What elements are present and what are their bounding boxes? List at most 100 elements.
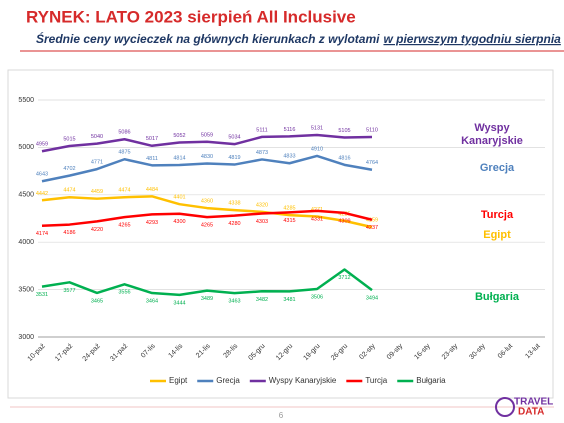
data-label: 4237 xyxy=(366,225,378,231)
y-tick-label: 4000 xyxy=(18,239,34,246)
series-annotation: Egipt xyxy=(483,229,511,241)
x-tick-label: 13-lut xyxy=(524,343,541,360)
data-label: 4816 xyxy=(338,155,350,161)
data-label: 5015 xyxy=(63,136,75,142)
series-annotation: Wyspy Kanaryjskie xyxy=(461,122,523,147)
data-label: 3463 xyxy=(228,299,240,305)
x-tick-label: 05-gru xyxy=(247,343,266,362)
data-label: 4910 xyxy=(311,146,323,152)
x-tick-label: 12-gru xyxy=(275,343,294,362)
x-tick-label: 21-lis xyxy=(195,342,212,359)
subtitle-part: w pierwszym tygodniu sierpnia xyxy=(383,32,561,46)
data-label: 3482 xyxy=(256,297,268,303)
data-label: 4331 xyxy=(311,216,323,222)
data-label: 4959 xyxy=(36,142,48,148)
data-label: 4315 xyxy=(283,218,295,224)
series-annotation: Grecja xyxy=(479,162,515,174)
data-label: 4764 xyxy=(366,160,378,166)
logo-icon xyxy=(495,397,515,417)
data-label: 3577 xyxy=(63,288,75,294)
data-label: 4442 xyxy=(36,191,48,197)
legend: Egipt Grecja Wyspy Kanaryjskie Turcja Bułgar… xyxy=(150,376,446,385)
data-label: 3489 xyxy=(201,296,213,302)
data-label: 4875 xyxy=(118,150,130,156)
data-label: 5059 xyxy=(201,132,213,138)
series-annotation: Turcja xyxy=(480,209,514,221)
data-label: 4643 xyxy=(36,172,48,178)
x-tick-label: 09-sty xyxy=(386,342,405,361)
data-label: 4280 xyxy=(228,221,240,227)
data-label: 4814 xyxy=(173,155,185,161)
data-label: 4265 xyxy=(201,223,213,229)
x-tick-label: 28-lis xyxy=(222,342,239,359)
y-tick-label: 5000 xyxy=(18,144,34,151)
subtitle: Średnie ceny wycieczek na głównych kieru… xyxy=(36,31,561,46)
x-tick-label: 17-paź xyxy=(54,342,74,362)
data-label: 4833 xyxy=(283,154,295,160)
subtitle-part: Średnie ceny wycieczek na głównych kieru… xyxy=(36,31,380,46)
series-line xyxy=(41,195,373,229)
data-label: 4360 xyxy=(201,199,213,205)
x-tick-label: 02-sty xyxy=(358,342,377,361)
data-label: 4474 xyxy=(63,188,75,194)
data-label: 4320 xyxy=(256,202,268,208)
chart-title: RYNEK: LATO 2023 sierpień All Inclusive xyxy=(26,7,356,26)
data-label: 4819 xyxy=(228,155,240,161)
data-label: 4484 xyxy=(146,187,158,193)
data-label: 3494 xyxy=(366,296,378,302)
logo-text: DATA xyxy=(518,407,544,418)
y-tick-label: 4500 xyxy=(18,192,34,199)
data-label: 4220 xyxy=(91,227,103,233)
data-label: 3556 xyxy=(118,290,130,296)
data-label: 4225 xyxy=(338,211,350,217)
x-tick-label: 24-paź xyxy=(82,342,102,362)
y-tick-label: 5500 xyxy=(18,97,34,104)
x-tick-label: 06-lut xyxy=(497,343,514,360)
data-label: 4186 xyxy=(63,230,75,236)
data-label: 5017 xyxy=(146,136,158,142)
x-tick-label: 16-sty xyxy=(413,342,432,361)
series-line xyxy=(41,268,373,297)
data-label: 4830 xyxy=(201,154,213,160)
data-label: 4265 xyxy=(118,223,130,229)
data-label: 4771 xyxy=(91,160,103,166)
legend-label: Grecja xyxy=(216,376,240,385)
data-label: 4873 xyxy=(256,150,268,156)
data-label: 3464 xyxy=(146,298,158,304)
chart-frame xyxy=(7,69,554,399)
legend-label: Wyspy Kanaryjskie xyxy=(269,376,337,385)
legend-label: Turcja xyxy=(365,376,387,385)
x-tick-label: 31-paź xyxy=(109,342,129,362)
data-label: 5110 xyxy=(366,127,378,133)
data-label: 5111 xyxy=(256,127,267,133)
legend-label: Bułgaria xyxy=(416,376,446,385)
data-label: 3444 xyxy=(173,300,185,306)
series-line xyxy=(41,154,373,183)
data-label: 4474 xyxy=(118,188,130,194)
x-tick-label: 23-sty xyxy=(441,342,460,361)
series-line xyxy=(41,133,373,153)
data-label: 3712 xyxy=(338,275,350,281)
x-tick-label: 26-gru xyxy=(330,343,349,362)
data-label: 4702 xyxy=(63,166,75,172)
y-tick-label: 3000 xyxy=(18,334,34,341)
x-tick-label: 10-paź xyxy=(27,342,47,362)
data-label: 4300 xyxy=(173,219,185,225)
data-label: 5105 xyxy=(338,128,350,134)
data-label: 4303 xyxy=(256,219,268,225)
logo-text: TRAVEL xyxy=(514,397,553,408)
x-tick-label: 30-sty xyxy=(468,342,487,361)
data-label: 4309 xyxy=(338,218,350,224)
series-annotation: Bułgaria xyxy=(474,291,519,303)
series-line xyxy=(41,209,373,227)
data-label: 4338 xyxy=(228,201,240,207)
data-label: 3506 xyxy=(311,294,323,300)
data-label: 4174 xyxy=(36,231,48,237)
x-tick-label: 19-gru xyxy=(302,343,321,362)
data-label: 5052 xyxy=(173,133,185,139)
data-label: 5131 xyxy=(311,125,323,131)
data-label: 5034 xyxy=(228,135,240,141)
data-label: 5086 xyxy=(118,130,130,136)
legend-label: Egipt xyxy=(169,376,188,385)
page-number: 6 xyxy=(279,411,284,420)
